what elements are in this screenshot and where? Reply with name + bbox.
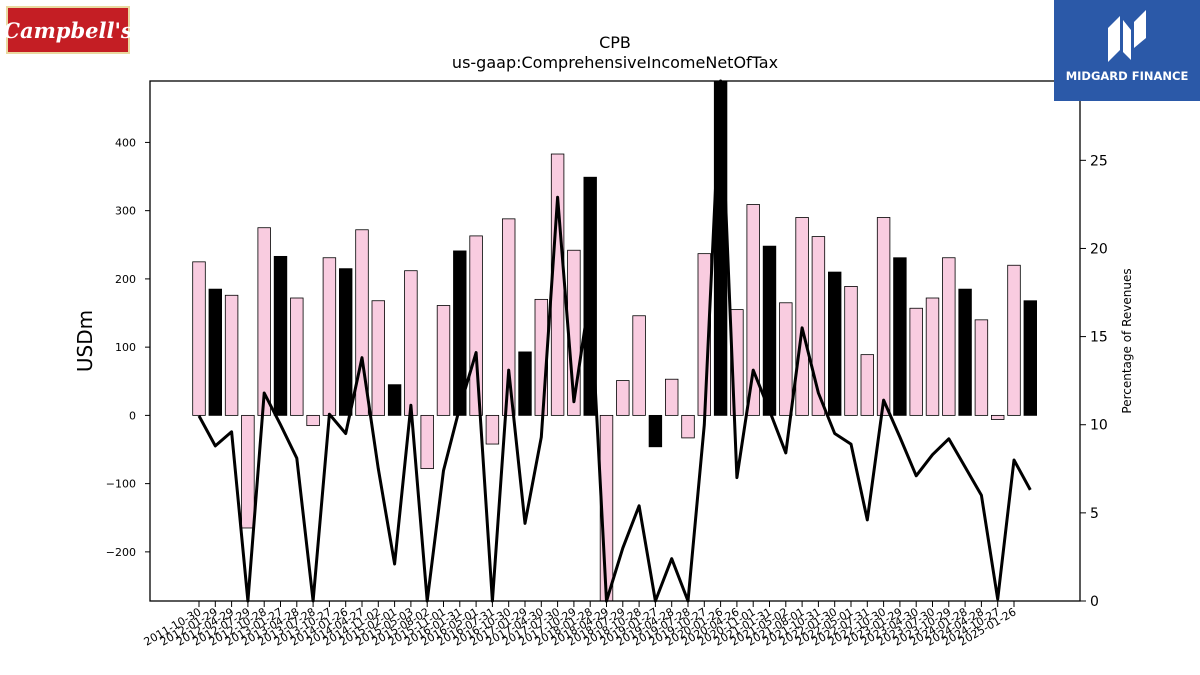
- bar: [958, 288, 972, 416]
- bar: [762, 245, 777, 416]
- campbells-logo: Campbell's: [3, 6, 133, 54]
- y2-tick-label: 5: [1090, 506, 1099, 522]
- bar: [290, 297, 304, 416]
- bar: [469, 235, 483, 416]
- bar: [192, 261, 206, 416]
- right-axis: 0 5 10 15 20 25: [1080, 153, 1108, 610]
- chart-title: CPB: [599, 33, 631, 52]
- bar: [632, 315, 646, 416]
- percentage-line: [197, 79, 1032, 603]
- y-tick-label: 400: [115, 136, 136, 149]
- y2-tick-label: 15: [1090, 330, 1108, 346]
- bar: [616, 380, 630, 416]
- chart-subtitle: us-gaap:ComprehensiveIncomeNetOfTax: [452, 53, 778, 72]
- midgard-finance-logo: MIDGARD FINANCE: [1054, 0, 1200, 101]
- campbells-logo-text: Campbell's: [3, 17, 133, 43]
- bar: [224, 294, 239, 416]
- bar: [371, 300, 386, 416]
- bar: [974, 319, 989, 416]
- bar: [779, 302, 793, 416]
- left-axis: −200 −100 0 100 200 300 400: [106, 136, 150, 559]
- bar: [273, 255, 288, 416]
- bar: [795, 217, 809, 416]
- bar: [713, 80, 728, 416]
- bar: [420, 414, 434, 470]
- x-axis: 2011-10-302012-01-292012-04-292012-07-29…: [142, 601, 1019, 649]
- bar-series: [192, 80, 1038, 602]
- bar: [208, 288, 223, 416]
- bar: [844, 286, 858, 416]
- y2-axis-label: Percentage of Revenues: [1120, 268, 1134, 413]
- bar: [746, 204, 760, 416]
- bar: [485, 414, 500, 445]
- y-tick-label: 0: [129, 409, 136, 422]
- bar: [387, 384, 402, 416]
- bar: [436, 305, 451, 416]
- bar: [811, 236, 826, 416]
- y2-tick-label: 0: [1090, 594, 1099, 610]
- bar: [925, 297, 940, 416]
- bar: [991, 414, 1005, 420]
- y2-tick-label: 10: [1090, 418, 1108, 434]
- bar: [338, 268, 353, 416]
- bar: [648, 414, 663, 448]
- bar: [893, 257, 907, 416]
- bar: [1007, 264, 1021, 416]
- bar: [241, 414, 255, 529]
- y-axis-label: USDm: [73, 310, 97, 372]
- bar: [518, 351, 532, 416]
- y2-tick-label: 20: [1090, 241, 1108, 257]
- bar: [665, 378, 679, 416]
- bar: [681, 414, 695, 439]
- y-tick-label: 200: [115, 273, 136, 286]
- y-tick-label: 100: [115, 341, 136, 354]
- bar: [550, 153, 565, 416]
- bar: [322, 257, 337, 416]
- midgard-finance-name: MIDGARD FINANCE: [1065, 69, 1189, 83]
- bar: [453, 250, 467, 416]
- y-tick-label: −100: [106, 478, 136, 491]
- bar: [1023, 300, 1038, 416]
- bar: [306, 414, 320, 427]
- bar: [942, 257, 956, 416]
- bar: [860, 354, 875, 416]
- bar: [909, 307, 923, 416]
- plot-frame: [149, 80, 1081, 602]
- midgard-mark-icon: [1108, 10, 1146, 62]
- bar: [257, 227, 271, 416]
- bar: [876, 217, 891, 416]
- y2-tick-label: 25: [1090, 153, 1108, 169]
- y-tick-label: 300: [115, 205, 136, 218]
- bar: [828, 271, 842, 416]
- bar: [404, 270, 418, 416]
- y-tick-label: −200: [106, 546, 136, 559]
- bar: [501, 218, 516, 416]
